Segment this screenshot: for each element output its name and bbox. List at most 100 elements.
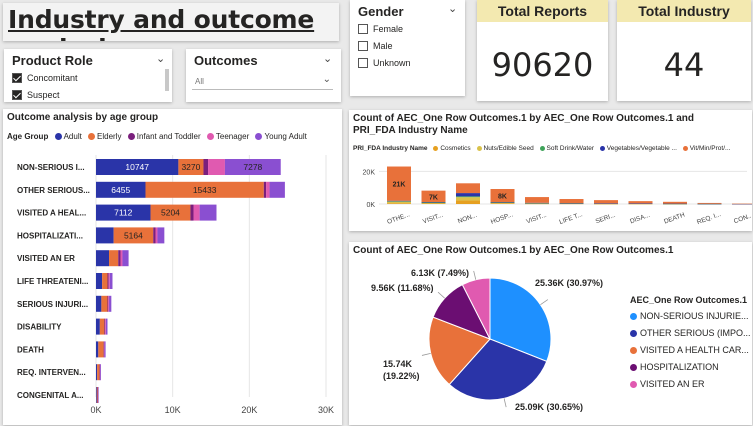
pie-legend-item[interactable]: NON-SERIOUS INJURIE... [630,311,749,321]
pie-legend-label: HOSPITALIZATION [640,362,719,372]
chevron-down-icon[interactable]: ⌄ [323,53,333,65]
data-label: 7112 [114,208,133,218]
pie-legend-label: VISITED AN ER [640,379,705,389]
pie-legend-item[interactable]: HOSPITALIZATION [630,362,719,372]
outcomes-dropdown[interactable]: All ⌄ [192,74,333,90]
column-segment [594,200,618,204]
column-segment [421,202,446,204]
bar-segment [98,341,104,358]
legend-dot-icon [630,364,637,371]
bar-segment [153,227,156,244]
bar-segment [104,318,106,335]
checkbox-icon[interactable] [358,24,368,34]
x-tick-label: OTHE... [386,211,411,226]
chevron-down-icon[interactable]: ⌄ [156,53,166,65]
column-segment [421,190,446,203]
legend-dot-icon [630,313,637,320]
category-label: CONGENITAL A... [17,391,84,400]
bar-segment [109,295,112,312]
x-tick-label: LIFE T... [558,211,583,226]
category-label: NON-SERIOUS I... [17,163,85,172]
column-segment [456,193,480,197]
data-label: 21K [393,182,406,189]
bar-segment [96,341,99,358]
age-group-legend: Age Group Adult Elderly Infant and Toddl… [7,132,307,141]
x-tick-label: SERI... [595,212,617,226]
legend-dot-icon [539,146,545,151]
bar-segment [96,181,146,198]
bar-segment [97,387,99,403]
bar-segment [109,250,119,267]
pie-legend-item[interactable]: OTHER SERIOUS (IMPO... [630,328,751,338]
x-tick-label: DISA... [629,212,651,226]
bar-segment [96,159,179,175]
total-industry-card: Total Industry 44 [617,0,751,101]
bar-segment [266,181,270,198]
category-label: VISITED A HEAL... [17,209,86,218]
column-segment [559,199,584,204]
gender-option-male[interactable]: Male [358,41,393,51]
checkbox-checked-icon[interactable] [12,90,22,100]
outcomes-pie-card: Count of AEC_One Row Outcomes.1 by AEC_O… [349,242,752,425]
gender-option-unknown[interactable]: Unknown [358,58,411,68]
bar-segment [96,295,102,312]
data-label: 15433 [193,185,217,195]
column-segment [732,203,752,205]
industry-legend: PRI_FDA Industry Name Cosmetics Nuts/Edi… [353,145,731,152]
bar-segment [107,273,109,289]
age-group-chart-title: Outcome analysis by age group [7,112,159,123]
category-label: DEATH [17,345,44,354]
gender-option-female[interactable]: Female [358,24,403,34]
product-role-option-suspect[interactable]: Suspect [12,90,60,100]
column-segment [456,196,480,198]
chevron-down-icon[interactable]: ⌄ [448,3,458,15]
bar-segment [97,364,100,381]
bar-segment [104,341,105,358]
x-tick-label: 0K [90,405,101,415]
bar-segment [103,341,105,358]
column-segment [559,203,584,204]
column-segment [525,203,549,205]
column-segment [697,202,722,204]
bar-segment [96,250,110,267]
pie-data-label: 6.13K (7.49%) [411,268,469,278]
checkbox-icon[interactable] [358,58,368,68]
bar-segment [96,387,98,403]
bar-segment [145,181,264,198]
column-segment [456,183,480,194]
bar-segment [96,387,97,403]
bar-segment [108,273,110,289]
pie-legend-item[interactable]: VISITED A HEALTH CAR... [630,345,749,355]
bar-segment [118,250,121,267]
bar-segment [193,204,200,221]
column-segment [490,189,515,203]
x-tick-label: REQ. I... [696,211,722,226]
legend-dot-icon [630,347,637,354]
industry-column-chart: 0K 20K OTHE... VISIT... NON... HOSP... VISIT..… [363,166,752,226]
bar-segment [96,318,100,335]
gender-slicer: Gender ⌄ Female Male Unknown [350,0,465,96]
x-tick-label: 30K [318,405,334,415]
checkbox-icon[interactable] [358,41,368,51]
checkbox-checked-icon[interactable] [12,73,22,83]
industry-chart-card: Count of AEC_One Row Outcomes.1 by AEC_O… [349,110,752,231]
category-label: LIFE THREATENI... [17,277,88,286]
pie-data-label: 9.56K (11.68%) [371,283,434,293]
bar-segment [96,227,114,244]
pie-legend-label: NON-SERIOUS INJURIE... [640,311,749,321]
column-segment [456,197,480,201]
bar-segment [105,318,106,335]
x-tick-label: VISIT... [525,212,547,226]
product-role-option-concomitant[interactable]: Concomitant [12,73,78,83]
legend-dot-icon [255,133,263,140]
bar-segment [99,364,100,381]
legend-dot-icon [682,146,688,151]
bar-segment [178,159,204,175]
bar-segment [109,273,113,289]
slicer-scrollbar[interactable] [165,69,169,91]
column-segment [490,202,515,203]
pie-legend-item[interactable]: VISITED AN ER [630,379,705,389]
y-tick-label: 20K [363,169,376,176]
bar-segment [122,250,129,267]
column-segment [559,203,584,205]
